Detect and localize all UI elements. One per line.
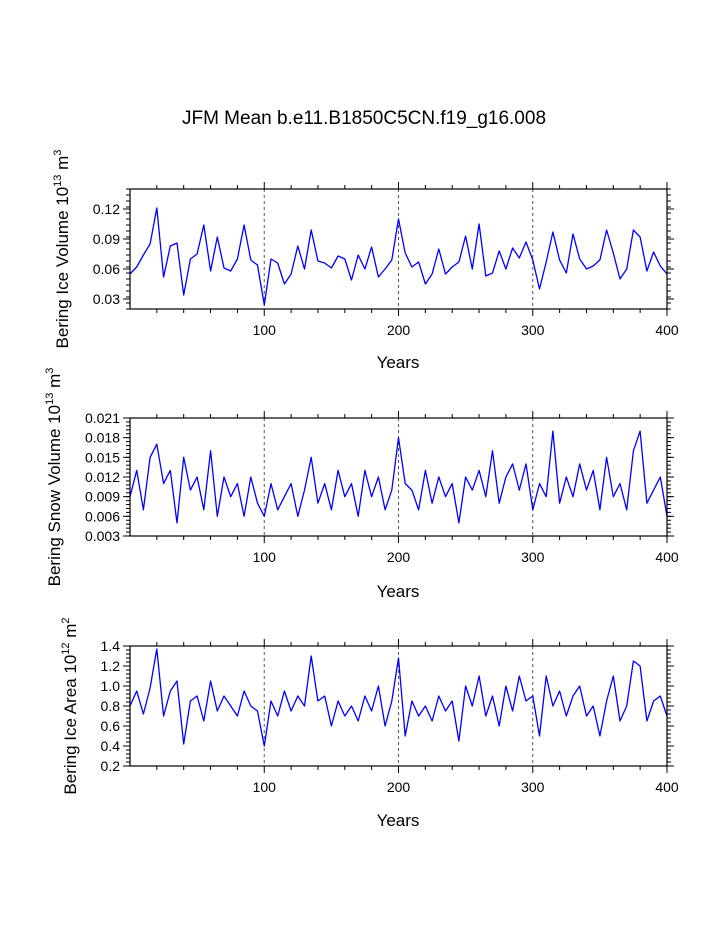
panel-ice-area: 100 200 300 400 0.2 0.4 0.6 0.8 1.0 1.2 1.4 Years… <box>60 617 679 830</box>
y-tick-label: 1.0 <box>101 678 121 694</box>
x-tick-label: 200 <box>387 779 411 795</box>
panel-snow-volume: 100 200 300 400 0.0030.0060.0090.0120.0150.… <box>44 368 679 601</box>
y-tick-label: 0.021 <box>85 410 120 426</box>
ice-volume-series-line <box>129 207 668 306</box>
y-axis-title-exponent: 13 <box>52 175 64 187</box>
y-axis-title-exponent: 12 <box>60 642 72 654</box>
y-axis-title-unit: m <box>53 156 72 175</box>
y-tick-label: 0.06 <box>93 261 120 277</box>
reference-lines <box>263 418 534 536</box>
y-tick-label: 1.2 <box>101 658 121 674</box>
y-tick-label: 0.6 <box>101 718 121 734</box>
panel-ice-volume: 100 200 300 400 0.03 0.06 0.09 0.12 Years Beri… <box>52 150 679 372</box>
y-tick-label: 0.8 <box>101 698 121 714</box>
plot-frame <box>129 417 668 537</box>
y-axis-title-unit-exponent: 2 <box>60 617 72 623</box>
y-tick-labels: 0.03 0.06 0.09 0.12 <box>93 201 120 307</box>
y-axis-title-unit-exponent: 3 <box>52 150 64 156</box>
y-tick-label: 0.003 <box>85 528 120 544</box>
y-axis-title-text: Bering Snow Volume 10 <box>45 405 64 586</box>
x-tick-label: 200 <box>387 322 411 338</box>
y-tick-label: 0.03 <box>93 291 120 307</box>
y-tick-label: 1.4 <box>101 638 121 654</box>
y-tick-label: 0.006 <box>85 508 120 524</box>
x-tick-labels: 100 200 300 400 <box>253 779 679 795</box>
x-tick-labels: 100 200 300 400 <box>253 549 679 565</box>
x-tick-label: 400 <box>655 322 679 338</box>
y-tick-label: 0.12 <box>93 201 120 217</box>
x-tick-label: 400 <box>655 549 679 565</box>
axis-ticks <box>123 411 674 543</box>
y-tick-labels: 0.2 0.4 0.6 0.8 1.0 1.2 1.4 <box>101 638 121 774</box>
y-axis-title: Bering Ice Area 1012 m2 <box>60 617 80 794</box>
x-tick-label: 100 <box>253 322 277 338</box>
figure-title: JFM Mean b.e11.B1850C5CN.f19_g16.008 <box>182 108 546 129</box>
y-tick-label: 0.4 <box>101 738 121 754</box>
y-axis-title: Bering Ice Volume 1013 m3 <box>52 150 72 349</box>
axis-ticks <box>123 182 674 316</box>
x-tick-label: 400 <box>655 779 679 795</box>
reference-lines <box>263 646 534 766</box>
x-axis-title: Years <box>377 811 420 830</box>
reference-lines <box>263 189 534 309</box>
y-axis-title-unit: m <box>45 374 64 393</box>
x-tick-label: 300 <box>521 779 545 795</box>
y-tick-label: 0.009 <box>85 489 120 505</box>
y-tick-label: 0.012 <box>85 469 120 485</box>
y-axis-title-unit: m <box>61 624 80 643</box>
x-axis-title: Years <box>377 353 420 372</box>
x-axis-title: Years <box>377 582 420 601</box>
x-tick-label: 100 <box>253 549 277 565</box>
x-tick-label: 300 <box>521 322 545 338</box>
snow-volume-series-line <box>129 430 668 524</box>
y-tick-label: 0.015 <box>85 449 120 465</box>
y-axis-title-text: Bering Ice Area 10 <box>61 655 80 795</box>
x-tick-labels: 100 200 300 400 <box>253 322 679 338</box>
y-axis-title-exponent: 13 <box>44 393 56 405</box>
y-axis-title-unit-exponent: 3 <box>44 368 56 374</box>
y-axis-title: Bering Snow Volume 1013 m3 <box>44 368 64 587</box>
x-tick-label: 300 <box>521 549 545 565</box>
y-tick-labels: 0.003 0.006 0.009 0.012 0.015 0.018 0.021 <box>85 410 120 544</box>
y-axis-title-text: Bering Ice Volume 10 <box>53 187 72 349</box>
x-tick-label: 100 <box>253 779 277 795</box>
x-tick-label: 200 <box>387 549 411 565</box>
y-tick-label: 0.09 <box>93 231 120 247</box>
ice-area-series-line <box>129 648 668 747</box>
axis-ticks <box>123 639 674 773</box>
y-tick-label: 0.2 <box>101 758 121 774</box>
y-tick-label: 0.018 <box>85 430 120 446</box>
